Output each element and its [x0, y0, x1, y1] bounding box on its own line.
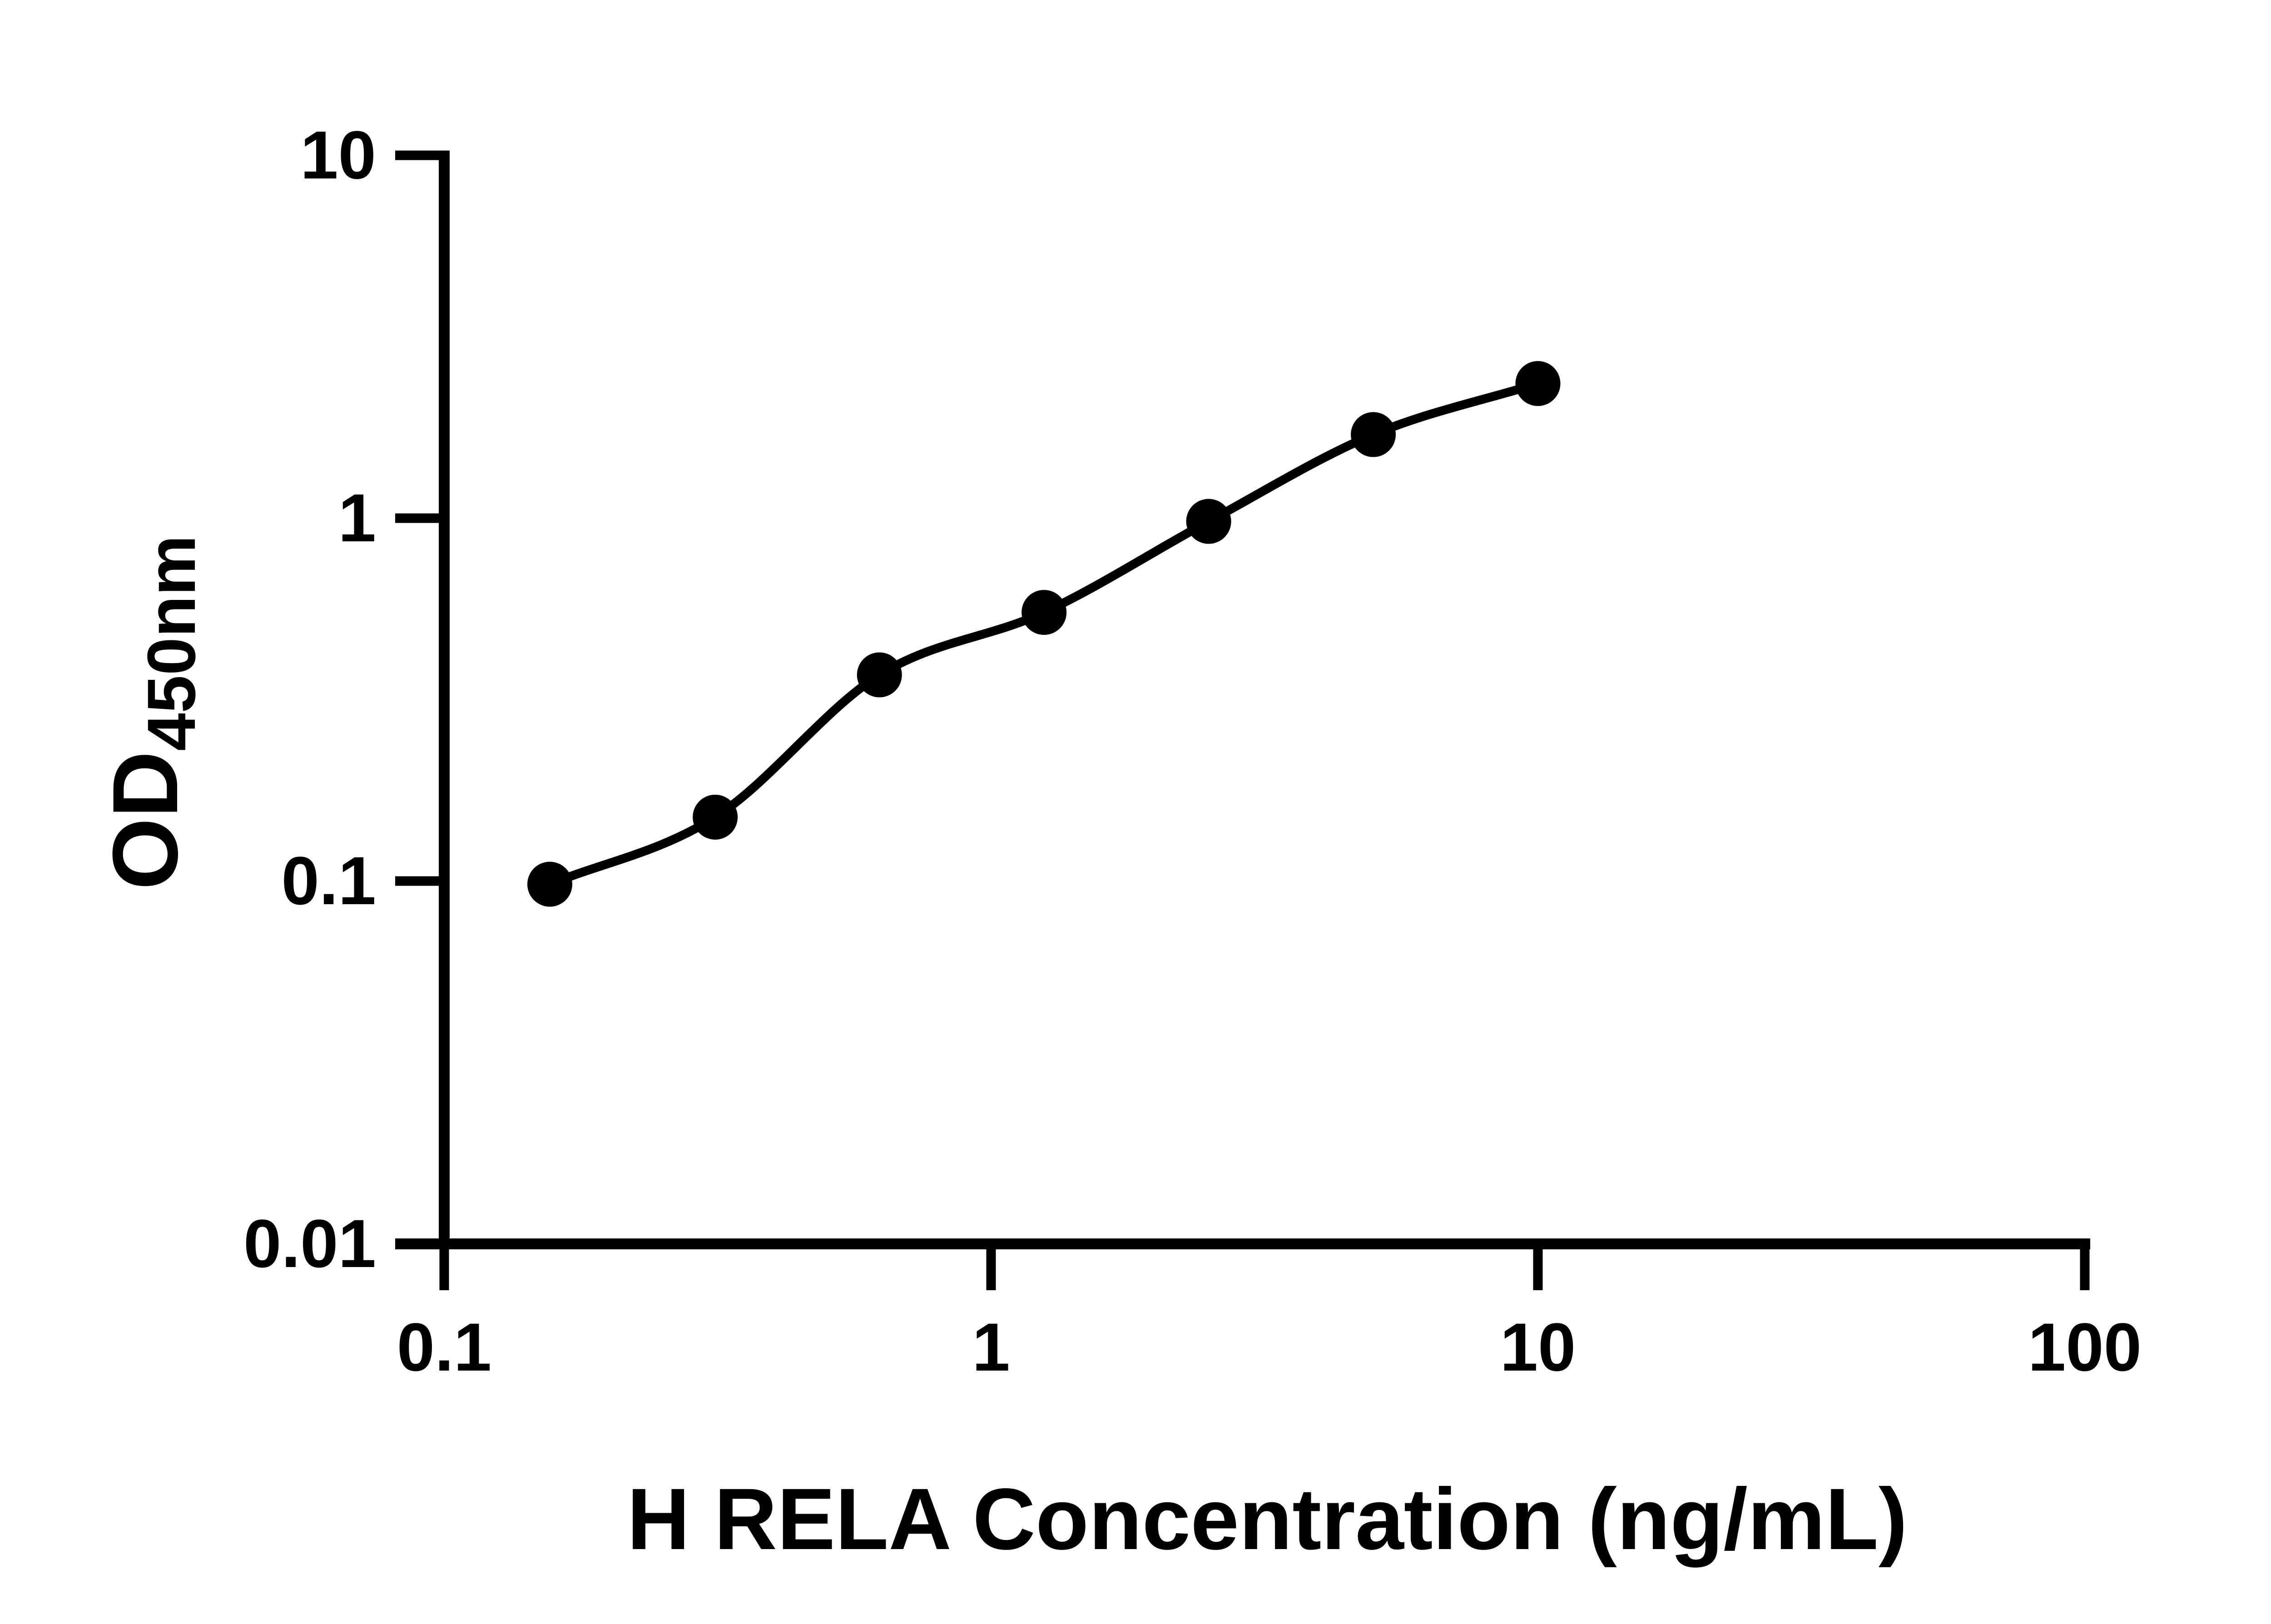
tick-label-layer: 0.1 1 10 100 0.01 0.1 1 10	[243, 117, 2142, 1385]
x-tick-mark	[439, 1249, 449, 1290]
axes-layer	[395, 150, 2090, 1249]
y-tick-mark	[395, 150, 439, 160]
tick-layer	[395, 150, 2090, 1290]
data-point	[693, 794, 738, 840]
y-tick-label: 0.01	[243, 1205, 376, 1282]
y-tick-mark	[395, 1239, 439, 1249]
y-axis-title: OD450nm	[94, 535, 209, 890]
x-axis-line	[395, 1238, 2090, 1249]
y-axis-title-main: OD	[94, 751, 197, 890]
y-tick-label: 10	[300, 117, 376, 193]
y-axis-title-subscript: 450nm	[133, 535, 209, 751]
x-tick-label: 100	[2028, 1309, 2142, 1385]
data-point	[1186, 499, 1231, 544]
data-point	[1021, 589, 1067, 635]
y-tick-mark	[395, 513, 439, 523]
y-tick-label: 0.1	[281, 842, 376, 919]
x-tick-mark	[1533, 1249, 1543, 1290]
x-tick-label: 1	[972, 1309, 1010, 1385]
x-tick-mark	[2080, 1249, 2090, 1290]
data-point	[1515, 361, 1561, 406]
x-tick-mark	[986, 1249, 996, 1290]
y-tick-label: 1	[338, 480, 376, 556]
data-point	[527, 862, 573, 907]
x-tick-label: 0.1	[397, 1309, 492, 1385]
data-point	[1351, 412, 1396, 457]
y-axis-line	[439, 150, 450, 1249]
y-tick-mark	[395, 876, 439, 886]
marker-layer	[527, 361, 1561, 907]
x-tick-label: 10	[1500, 1309, 1576, 1385]
x-axis-title: H RELA Concentration (ng/mL)	[627, 1470, 1907, 1568]
data-point	[857, 652, 902, 698]
